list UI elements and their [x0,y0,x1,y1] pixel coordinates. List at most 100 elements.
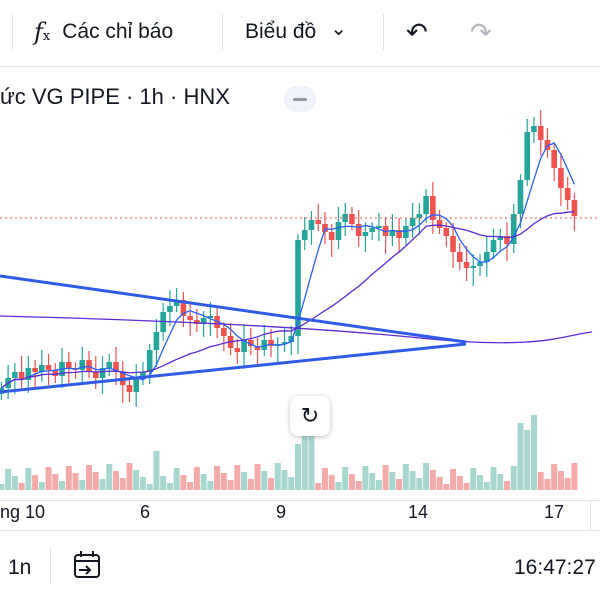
candle-body [194,320,200,324]
candle-body [510,214,517,244]
volume-bar [25,468,32,490]
candle-body [349,214,355,224]
volume-bar [537,472,544,490]
volume-bar [38,482,45,490]
candle-body [328,232,335,240]
volume-bar [551,464,558,490]
volume-bar [32,475,39,490]
time-axis[interactable]: ng 10 6 9 14 17 [0,502,600,524]
symbol-legend[interactable]: ức VG PIPE · 1h · HNX [0,84,230,109]
volume-bar [396,479,403,490]
candle-body [12,372,18,378]
candle-body [126,385,133,392]
volume-bar [52,474,59,490]
candle-body [504,236,510,244]
volume-bar [409,471,416,490]
volume-bar [133,470,140,490]
volume-bar [423,463,430,490]
price-chart[interactable] [0,68,600,502]
candle-body [403,226,409,238]
time-axis-label: 14 [408,502,429,522]
candle-body [551,150,557,168]
candle-body [369,228,375,232]
candle-body [207,316,214,318]
volume-bar [92,472,99,490]
candle-body [456,252,463,262]
volume-bar [450,469,457,490]
volume-bar [288,477,295,490]
candle-body [483,252,490,262]
candle-body [423,196,429,214]
ma-slow-line [1,210,575,389]
top-toolbar: fx Các chỉ báo Biểu đồ ⌄ ↶ ↷ [0,0,600,62]
volume-bar [416,478,423,490]
candle-body [214,316,220,328]
volume-bar [261,471,268,490]
toolbar-divider [12,14,13,50]
candle-body [416,214,423,218]
volume-bar [45,467,52,490]
volume-bar [126,463,133,490]
volume-bar [112,471,119,490]
volume-bar [483,482,490,490]
volume-bar [247,479,254,490]
volume-bar [220,473,227,490]
volume-layer [0,415,578,490]
volume-bar [355,481,362,490]
candle-body [436,220,443,228]
chart-type-button[interactable]: Biểu đồ ⌄ [245,12,347,52]
toolbar-bottom-border [0,66,600,67]
redo-button[interactable]: ↷ [470,12,492,52]
indicator-lines-layer [0,142,600,394]
candle-body [463,262,470,268]
undo-button[interactable]: ↶ [406,12,428,52]
candle-body [376,226,382,228]
bottom-bar-border [0,530,600,531]
volume-bar [497,474,504,490]
candle-body [497,236,504,240]
function-icon: fx [34,18,51,46]
resistance-trendline [0,274,467,344]
candle-body [288,336,295,342]
candle-body [241,340,247,352]
candle-body [221,328,227,336]
candle-body [396,230,402,238]
candle-body [490,240,497,252]
candle-body [52,370,59,376]
volume-bar [362,466,369,490]
volume-bar [301,429,308,490]
candle-body [18,372,25,380]
volume-bar [328,475,335,490]
time-axis-label: 9 [276,502,287,522]
reset-chart-button[interactable]: ↻ [290,396,330,436]
interval-button[interactable]: 1n [8,556,32,579]
volume-bar [241,472,248,490]
volume-bar [402,464,409,490]
candle-body [268,340,274,346]
ma-long-line [0,315,593,344]
collapse-legend-button[interactable] [284,86,316,112]
volume-bar [557,471,564,490]
calendar-goto-icon[interactable] [70,548,106,584]
xaxis-border [0,500,600,501]
bottom-bar: 1n 16:47:27 [0,538,600,600]
candle-body [558,168,564,188]
candle-body [322,224,328,232]
candle-body [430,196,436,220]
candle-body [564,188,571,200]
candle-body [295,240,301,336]
volume-bar [571,463,578,490]
volume-bar [456,476,463,490]
candle-body [140,372,146,378]
indicators-button[interactable]: fx Các chỉ báo [34,12,173,52]
candle-body [571,200,578,216]
candle-body [25,368,32,380]
volume-bar [59,481,66,490]
volume-bar [18,483,25,490]
candle-body [65,362,72,368]
candle-body [315,220,322,224]
volume-bar [443,484,450,490]
volume-bar [470,468,477,490]
volume-bar [348,474,355,490]
volume-bar [214,466,221,490]
